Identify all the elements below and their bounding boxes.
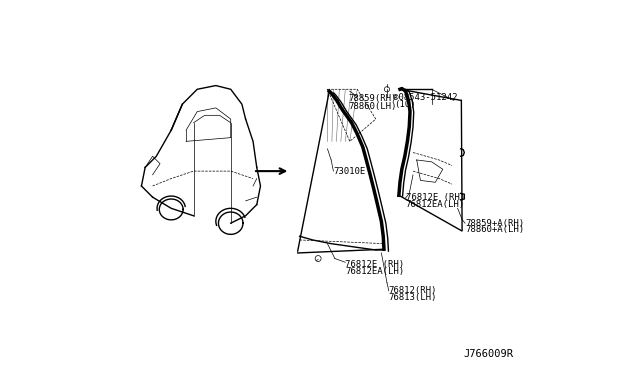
Text: 78860(LH): 78860(LH)	[348, 102, 396, 110]
Text: 78860+A(LH): 78860+A(LH)	[465, 225, 524, 234]
Text: 78859(RH): 78859(RH)	[348, 94, 396, 103]
Text: 76812E (RH): 76812E (RH)	[406, 193, 465, 202]
Text: (10): (10)	[394, 100, 416, 109]
Text: 76812EA(LH): 76812EA(LH)	[406, 200, 465, 209]
Text: 78859+A(RH): 78859+A(RH)	[465, 219, 524, 228]
Text: 76812EA(LH): 76812EA(LH)	[346, 267, 404, 276]
Text: ®08543-51242: ®08543-51242	[392, 93, 457, 102]
Text: J766009R: J766009R	[463, 349, 513, 359]
Text: 76813(LH): 76813(LH)	[389, 293, 437, 302]
Text: 73010E: 73010E	[333, 167, 365, 176]
Text: 76812E (RH): 76812E (RH)	[346, 260, 404, 269]
Text: 76812(RH): 76812(RH)	[389, 286, 437, 295]
